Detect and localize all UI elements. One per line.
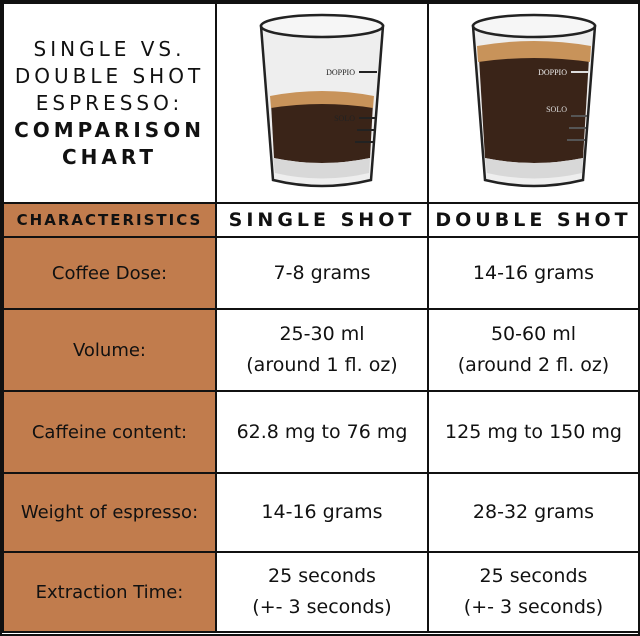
value-line: (+- 3 seconds) <box>252 596 392 618</box>
value-line: 25 seconds <box>479 565 588 587</box>
title-line-2: DOUBLE SHOT <box>14 63 205 88</box>
value-line: (around 2 fl. oz) <box>457 354 610 376</box>
characteristics-header: CHARACTERISTICS <box>2 202 217 238</box>
row-label: Volume: <box>2 308 217 392</box>
value-line: 25-30 ml <box>279 323 365 345</box>
row-label: Coffee Dose: <box>2 236 217 310</box>
single-shot-glass-illustration: DOPPIO SOLO <box>259 13 385 188</box>
value-line: (+- 3 seconds) <box>463 596 604 618</box>
value-line: 28-32 grams <box>472 501 595 523</box>
single-shot-header: SINGLE SHOT <box>215 202 429 238</box>
single-value: 25 seconds (+- 3 seconds) <box>215 551 429 633</box>
chart-title: SINGLE VS. DOUBLE SHOT ESPRESSO: COMPARI… <box>2 2 217 204</box>
value-line: 14-16 grams <box>261 501 383 523</box>
single-value: 62.8 mg to 76 mg <box>215 390 429 474</box>
value-line: 50-60 ml <box>490 323 577 345</box>
table-row: Coffee Dose: 7-8 grams 14-16 grams <box>2 236 640 310</box>
doppio-mark-single: DOPPIO <box>326 68 355 77</box>
double-shot-image-cell: DOPPIO SOLO <box>427 2 640 204</box>
row-label: Weight of espresso: <box>2 472 217 553</box>
title-line-4: COMPARISON <box>14 117 205 142</box>
table-row: Volume: 25-30 ml (around 1 fl. oz) 50-60… <box>2 308 640 392</box>
table-row: Caffeine content: 62.8 mg to 76 mg 125 m… <box>2 390 640 474</box>
title-line-3: ESPRESSO: <box>35 90 184 115</box>
value-line: 62.8 mg to 76 mg <box>236 420 408 443</box>
double-shot-header: DOUBLE SHOT <box>427 202 640 238</box>
single-value: 7-8 grams <box>215 236 429 310</box>
single-shot-image-cell: DOPPIO SOLO <box>215 2 429 204</box>
single-value: 14-16 grams <box>215 472 429 553</box>
value-line: 125 mg to 150 mg <box>445 420 622 443</box>
value-line: 25 seconds <box>268 565 376 587</box>
value-line: (around 1 fl. oz) <box>246 354 398 376</box>
title-line-1: SINGLE VS. <box>33 36 186 61</box>
double-value: 125 mg to 150 mg <box>427 390 640 474</box>
table-row: Extraction Time: 25 seconds (+- 3 second… <box>2 551 640 633</box>
double-shot-glass-illustration: DOPPIO SOLO <box>471 13 596 188</box>
double-value: 28-32 grams <box>427 472 640 553</box>
solo-mark-single: SOLO <box>334 114 355 123</box>
double-value: 25 seconds (+- 3 seconds) <box>427 551 640 633</box>
table-row: Weight of espresso: 14-16 grams 28-32 gr… <box>2 472 640 553</box>
value-line: 7-8 grams <box>273 261 371 284</box>
double-value: 50-60 ml (around 2 fl. oz) <box>427 308 640 392</box>
row-label: Caffeine content: <box>2 390 217 474</box>
doppio-mark-double: DOPPIO <box>538 68 567 77</box>
row-label: Extraction Time: <box>2 551 217 633</box>
single-value: 25-30 ml (around 1 fl. oz) <box>215 308 429 392</box>
double-value: 14-16 grams <box>427 236 640 310</box>
solo-mark-double: SOLO <box>546 105 567 114</box>
title-line-5: CHART <box>61 144 158 169</box>
value-line: 14-16 grams <box>472 261 595 284</box>
